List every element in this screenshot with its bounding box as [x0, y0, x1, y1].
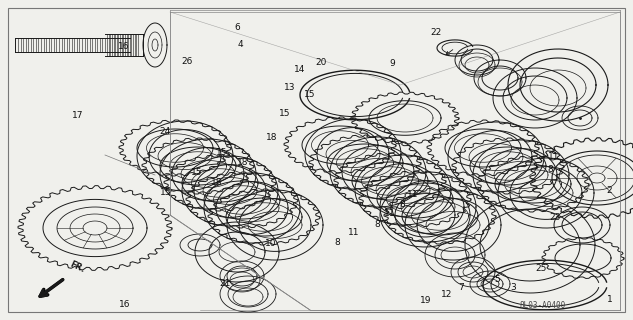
Text: 5: 5 — [494, 276, 500, 284]
Text: 13: 13 — [284, 83, 296, 92]
Text: 18: 18 — [266, 133, 278, 142]
Text: 17: 17 — [72, 111, 83, 120]
Text: 11: 11 — [407, 190, 418, 199]
Text: 23: 23 — [549, 213, 561, 222]
Text: 15: 15 — [160, 188, 172, 196]
Text: 19: 19 — [420, 296, 431, 305]
Text: 26: 26 — [181, 57, 192, 66]
Text: 8L03-A0400: 8L03-A0400 — [520, 300, 567, 309]
Text: 6: 6 — [234, 23, 241, 32]
Text: 15: 15 — [191, 168, 202, 177]
Text: 14: 14 — [294, 65, 305, 74]
Text: 3: 3 — [510, 284, 516, 292]
Text: 8: 8 — [334, 238, 341, 247]
Text: 10: 10 — [265, 239, 276, 248]
Text: 8: 8 — [548, 165, 554, 174]
Text: 24: 24 — [159, 127, 170, 136]
Text: FR.: FR. — [68, 259, 86, 274]
Text: 21: 21 — [219, 279, 230, 288]
Text: 9: 9 — [389, 59, 395, 68]
Text: 8: 8 — [374, 220, 380, 228]
Text: 16: 16 — [119, 300, 130, 309]
Text: 11: 11 — [348, 228, 360, 237]
Text: 16: 16 — [118, 42, 129, 51]
Text: 15: 15 — [216, 148, 227, 157]
Text: 15: 15 — [304, 90, 316, 99]
Text: 11: 11 — [384, 209, 395, 218]
Text: 8: 8 — [399, 200, 406, 209]
Text: 11: 11 — [548, 152, 560, 161]
Text: 4: 4 — [238, 40, 243, 49]
Text: 20: 20 — [315, 58, 327, 67]
Text: 18: 18 — [237, 158, 248, 167]
Text: 22: 22 — [430, 28, 442, 37]
Text: 2: 2 — [607, 186, 612, 195]
Text: 15: 15 — [279, 109, 291, 118]
Text: 18: 18 — [211, 178, 223, 187]
Text: 1: 1 — [606, 295, 613, 304]
Text: 25: 25 — [536, 264, 547, 273]
Text: 7: 7 — [458, 284, 464, 292]
FancyArrowPatch shape — [41, 280, 63, 296]
Text: 12: 12 — [441, 290, 453, 299]
